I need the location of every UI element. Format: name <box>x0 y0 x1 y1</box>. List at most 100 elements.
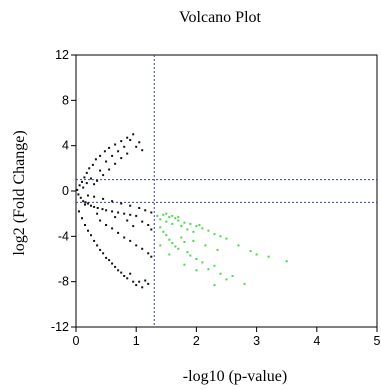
significant-point <box>213 233 216 236</box>
nonsignificant-point <box>123 145 126 148</box>
significant-point <box>225 237 228 240</box>
significant-point <box>168 253 171 256</box>
nonsignificant-point <box>103 150 106 153</box>
nonsignificant-point <box>93 195 96 198</box>
significant-point <box>177 216 180 219</box>
nonsignificant-point <box>132 225 135 228</box>
nonsignificant-point <box>120 140 123 143</box>
nonsignificant-point <box>141 247 144 250</box>
nonsignificant-point <box>82 200 85 203</box>
significant-point <box>189 222 192 225</box>
nonsignificant-point <box>101 208 104 211</box>
significant-point <box>183 221 186 224</box>
nonsignificant-point <box>87 194 89 197</box>
nonsignificant-point <box>129 239 132 242</box>
nonsignificant-point <box>117 231 120 234</box>
nonsignificant-point <box>78 210 80 213</box>
x-tick-label: 3 <box>253 334 260 348</box>
nonsignificant-point <box>150 211 153 214</box>
x-tick-label: 5 <box>374 334 381 348</box>
x-tick-label: 0 <box>73 334 80 348</box>
threshold-lines <box>76 55 377 327</box>
nonsignificant-point <box>84 224 86 226</box>
significant-point <box>201 261 204 264</box>
significant-point <box>183 263 186 266</box>
nonsignificant-point <box>79 196 82 199</box>
nonsignificant-point <box>147 224 150 226</box>
nonsignificant-point <box>138 141 141 144</box>
nonsignificant-point <box>141 286 144 289</box>
nonsignificant-point <box>135 145 138 148</box>
significant-point <box>156 214 159 217</box>
nonsignificant-point <box>88 167 91 170</box>
significant-point <box>168 216 171 219</box>
significant-point <box>219 272 222 275</box>
nonsignificant-point <box>87 229 89 232</box>
significant-point <box>195 258 198 260</box>
nonsignificant-point <box>96 207 99 209</box>
significant-point <box>189 254 192 257</box>
significant-point <box>195 269 198 272</box>
nonsignificant-point <box>93 205 96 208</box>
nonsignificant-point <box>126 136 129 139</box>
nonsignificant-point <box>108 168 111 171</box>
nonsignificant-point <box>105 224 108 226</box>
nonsignificant-point <box>90 177 92 180</box>
significant-point <box>198 224 201 226</box>
y-axis-label: log2 (Fold Change) <box>11 130 28 255</box>
nonsignificant-point <box>111 154 114 157</box>
significant-point <box>213 264 216 267</box>
x-tick-label: 2 <box>193 334 200 348</box>
nonsignificant-point <box>93 183 96 186</box>
nonsignificant-point <box>105 256 108 259</box>
nonsignificant-point <box>102 174 105 177</box>
significant-point <box>216 248 219 251</box>
nonsignificant-point <box>76 188 79 191</box>
nonsignificant-point <box>114 216 117 219</box>
nonsignificant-point <box>84 203 86 206</box>
significant-point <box>165 234 168 237</box>
significant-point <box>168 238 171 241</box>
nonsignificant-point <box>123 212 126 215</box>
significant-point <box>213 284 216 287</box>
y-tick-label: 8 <box>62 93 69 107</box>
nonsignificant-point <box>111 227 114 230</box>
y-tick-label: 0 <box>62 184 69 198</box>
significant-point <box>207 268 210 271</box>
nonsignificant-point <box>90 204 92 207</box>
significant-point <box>165 220 168 223</box>
y-tick-label: 4 <box>62 139 69 153</box>
y-tick-label: -8 <box>58 275 69 289</box>
x-axis-label: -log10 (p-value) <box>183 368 287 385</box>
nonsignificant-point <box>129 204 132 207</box>
nonsignificant-point <box>126 219 129 222</box>
nonsignificant-point <box>147 252 150 255</box>
nonsignificant-point <box>111 210 114 213</box>
plot-frame <box>75 54 378 328</box>
nonsignificant-point <box>123 236 126 239</box>
nonsignificant-point <box>120 202 123 205</box>
nonsignificant-point <box>135 244 138 247</box>
significant-point <box>285 260 288 263</box>
significant-point <box>267 255 270 258</box>
significant-point <box>249 250 252 253</box>
nonsignificant-point <box>120 157 123 160</box>
significant-point <box>237 244 240 247</box>
significant-point <box>243 282 246 285</box>
nonsignificant-point <box>108 259 111 262</box>
significant-point <box>201 227 204 230</box>
nonsignificant-point <box>108 146 111 149</box>
y-tick-label: -12 <box>51 320 69 334</box>
nonsignificant-point <box>82 186 85 189</box>
significant-point <box>183 241 186 243</box>
nonsignificant-point <box>94 158 97 161</box>
nonsignificant-point <box>144 209 147 212</box>
nonsignificant-point <box>126 152 129 155</box>
nonsignificant-point <box>96 244 99 247</box>
nonsignificant-point <box>99 169 102 172</box>
significant-point <box>186 251 189 254</box>
nonsignificant-point <box>138 207 141 209</box>
nonsignificant-point <box>99 248 102 251</box>
significant-point <box>204 244 207 247</box>
x-axis-ticks: 0 1 2 3 4 5 <box>73 327 381 348</box>
